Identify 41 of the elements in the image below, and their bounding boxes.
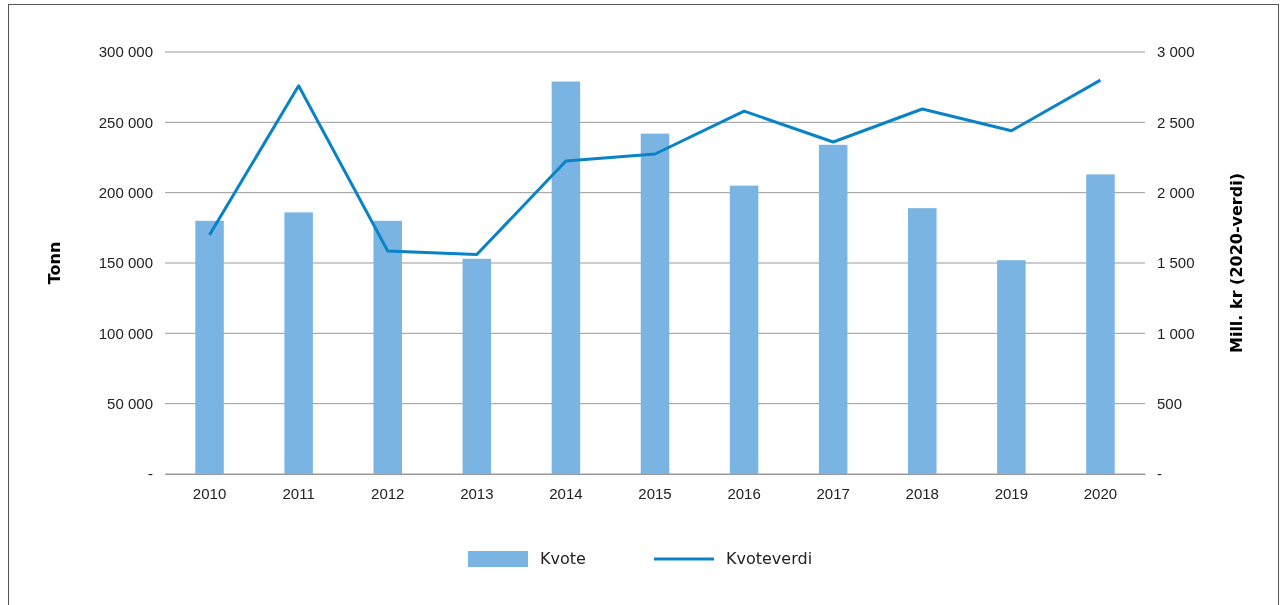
x-tick-label: 2012	[371, 484, 405, 502]
bar	[551, 81, 581, 474]
bar	[640, 133, 670, 474]
y-tick-label: 300 000	[98, 43, 153, 61]
y2-axis-title: Mill. kr (2020-verdi)	[1227, 172, 1246, 354]
bar	[818, 144, 848, 474]
y-tick-label: 100 000	[98, 324, 153, 342]
y2-tick-label: 1 500	[1157, 254, 1195, 272]
bar	[729, 185, 759, 474]
y2-tick-label: -	[1157, 465, 1162, 483]
x-tick-label: 2017	[816, 484, 850, 502]
y-tick-label: 250 000	[98, 113, 153, 131]
bar	[908, 208, 937, 474]
bar	[284, 212, 313, 474]
bar	[997, 260, 1026, 474]
bar	[1086, 174, 1115, 474]
y2-tick-label: 2 000	[1157, 183, 1195, 201]
x-tick-label: 2019	[994, 484, 1029, 502]
legend-label: Kvoteverdi	[726, 549, 813, 568]
bar	[195, 220, 224, 474]
y-tick-label: -	[148, 465, 153, 483]
bar	[462, 258, 492, 474]
x-tick-label: 2014	[549, 484, 583, 502]
x-tick-label: 2010	[192, 484, 227, 502]
bar	[373, 220, 402, 474]
y2-tick-label: 3 000	[1157, 43, 1195, 61]
y-tick-label: 150 000	[98, 254, 153, 272]
x-tick-label: 2018	[905, 484, 939, 502]
y2-tick-label: 1 000	[1157, 324, 1195, 342]
y-tick-label: 50 000	[107, 394, 153, 412]
y2-tick-label: 500	[1157, 394, 1183, 412]
x-tick-label: 2016	[727, 484, 761, 502]
line-series	[208, 78, 1102, 257]
x-tick-label: 2011	[282, 484, 315, 502]
x-tick-label: 2015	[638, 484, 672, 502]
y2-tick-label: 2 500	[1157, 113, 1195, 131]
y-axis-title: Tonn	[45, 241, 64, 285]
x-tick-label: 2020	[1083, 484, 1118, 502]
y-tick-label: 200 000	[98, 183, 153, 201]
legend-label: Kvote	[540, 549, 586, 568]
x-tick-label: 2013	[460, 484, 494, 502]
